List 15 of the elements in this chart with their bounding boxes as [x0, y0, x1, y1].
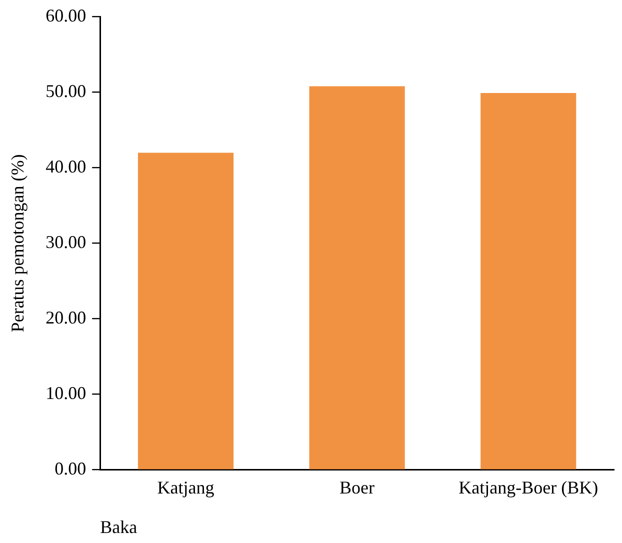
y-axis-title: Peratus pemotongan (%) — [8, 154, 28, 332]
y-tick-label: 10.00 — [46, 383, 86, 404]
x-tick-label: Boer — [340, 477, 375, 498]
x-tick-label: Katjang-Boer (BK) — [458, 477, 598, 498]
bar — [480, 93, 576, 470]
bar — [138, 152, 234, 470]
y-tick-label: 30.00 — [46, 232, 86, 252]
x-tick-label: Katjang — [157, 477, 214, 498]
y-tick-label: 50.00 — [46, 81, 86, 102]
x-axis-title: Baka — [100, 516, 138, 537]
y-tick-label: 0.00 — [54, 458, 86, 479]
y-tick-label: 60.00 — [46, 6, 86, 26]
y-tick-label: 40.00 — [46, 156, 86, 177]
bar — [309, 86, 405, 470]
y-tick-label: 20.00 — [46, 308, 86, 328]
